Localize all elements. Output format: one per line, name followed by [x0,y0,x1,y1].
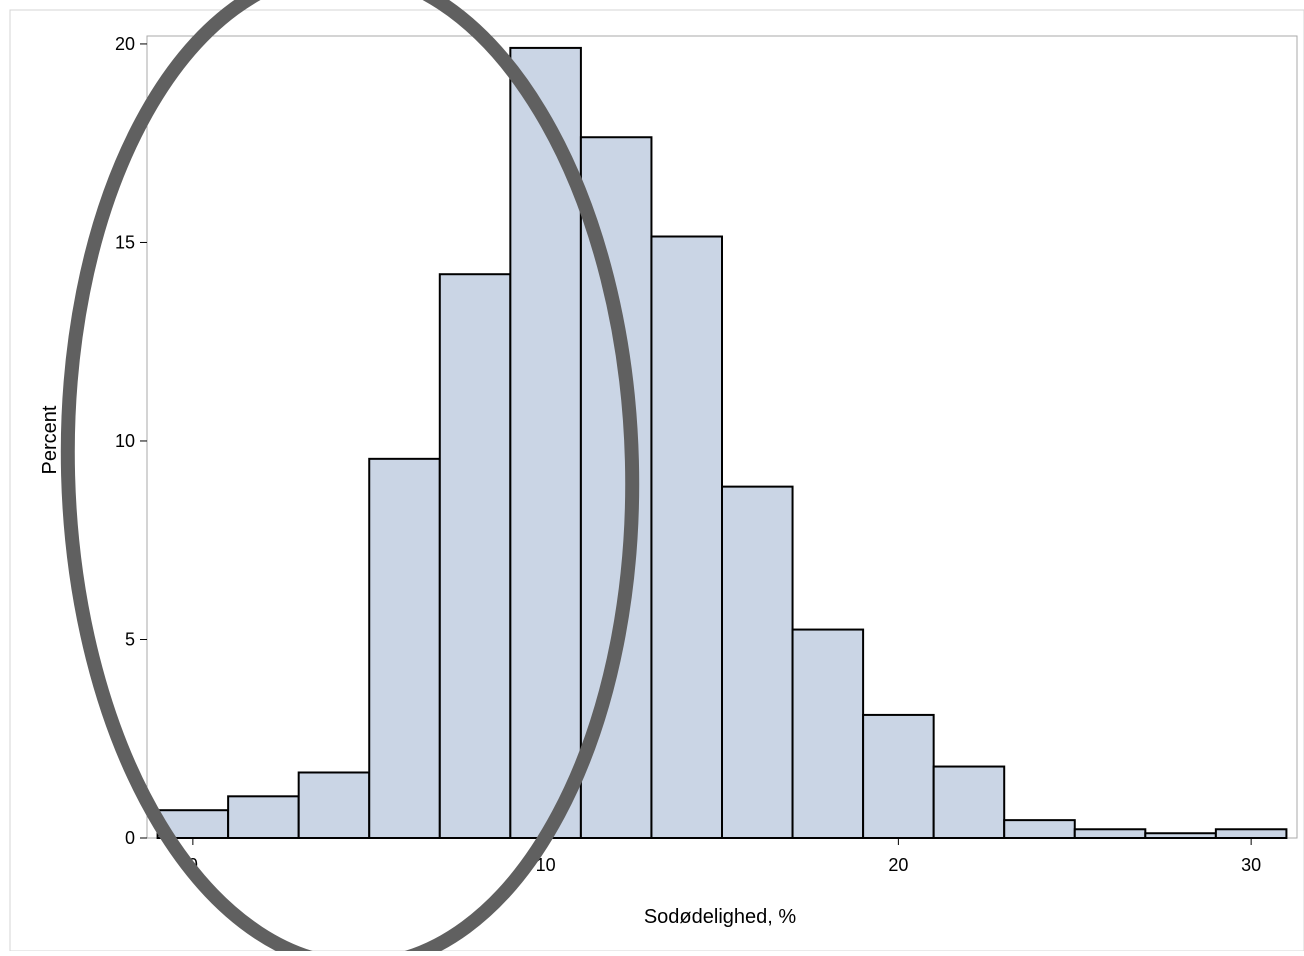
histogram-bar [438,273,512,839]
x-tick-label: 20 [888,855,908,875]
y-axis-label: Percent [39,405,61,474]
y-tick-label: 5 [125,629,135,649]
y-tick-label: 20 [115,34,135,54]
histogram-bar [1003,819,1076,840]
histogram-bar [650,235,724,839]
histogram-bar [862,713,935,839]
x-tick-label: 10 [536,855,556,875]
histogram-bar [297,771,371,840]
x-tick-label: 30 [1241,855,1261,875]
histogram-bar [227,795,300,840]
histogram-bar [1144,832,1217,840]
y-tick-label: 0 [125,828,135,848]
histogram-bar [721,485,794,839]
histogram-bar [1214,828,1288,839]
histogram-bar [791,628,865,839]
y-tick-label: 10 [115,431,135,451]
highlight-ellipse [60,0,640,956]
bars-group [156,46,1288,840]
x-axis-label: Sodødelighed, % [644,906,797,928]
histogram-bar [932,765,1006,840]
annotation-group [60,0,640,956]
histogram-bar [368,457,441,839]
y-tick-label: 15 [115,232,135,252]
histogram-bar [1073,828,1147,839]
